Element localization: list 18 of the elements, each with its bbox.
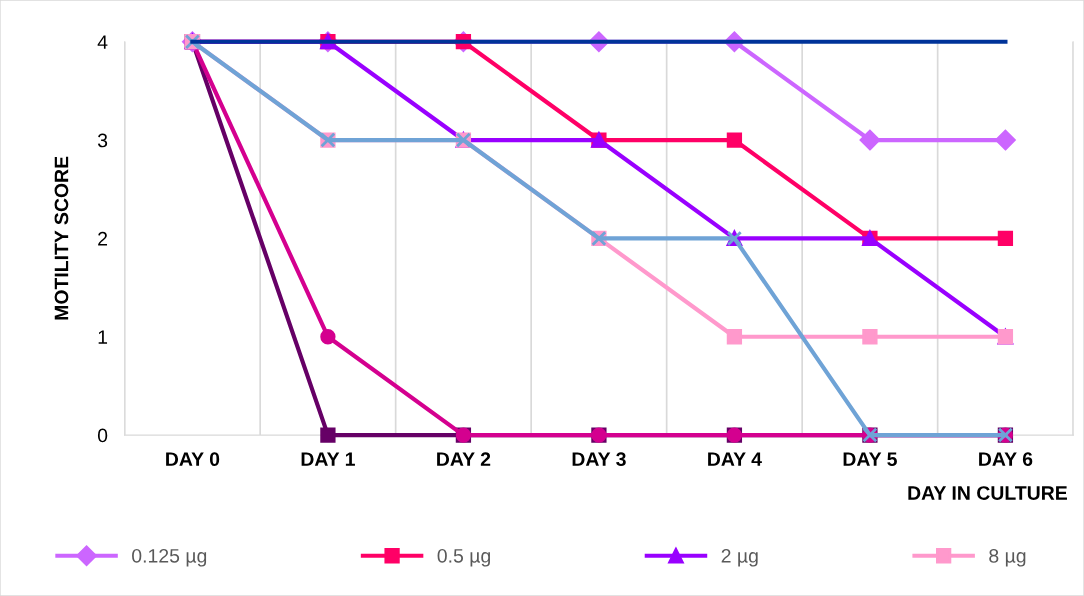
x-tick-label: DAY 6 xyxy=(979,452,1033,467)
y-tick-label: 2 xyxy=(98,231,108,246)
y-tick-label: 4 xyxy=(97,35,108,49)
x-axis-title: DAY IN CULTURE xyxy=(908,486,1067,500)
y-axis-title: MOTILITY SCORE xyxy=(54,156,69,320)
x-tick-label: DAY 4 xyxy=(708,452,762,466)
y-tick-label: 3 xyxy=(97,133,108,148)
x-tick-label: DAY 2 xyxy=(437,452,491,466)
legend-label: 0.5 µg xyxy=(437,548,490,567)
legend-label: 2 µg xyxy=(721,548,758,567)
x-tick-label: DAY 0 xyxy=(166,452,220,467)
y-tick-label: 0 xyxy=(97,428,108,443)
legend-label: 0.125 µg xyxy=(132,548,207,567)
y-tick-label: 1 xyxy=(98,330,108,344)
x-tick-label: DAY 3 xyxy=(572,452,626,467)
x-tick-label: DAY 5 xyxy=(843,452,897,467)
x-tick-label: DAY 1 xyxy=(301,452,355,466)
legend-label: 8 µg xyxy=(989,548,1026,567)
